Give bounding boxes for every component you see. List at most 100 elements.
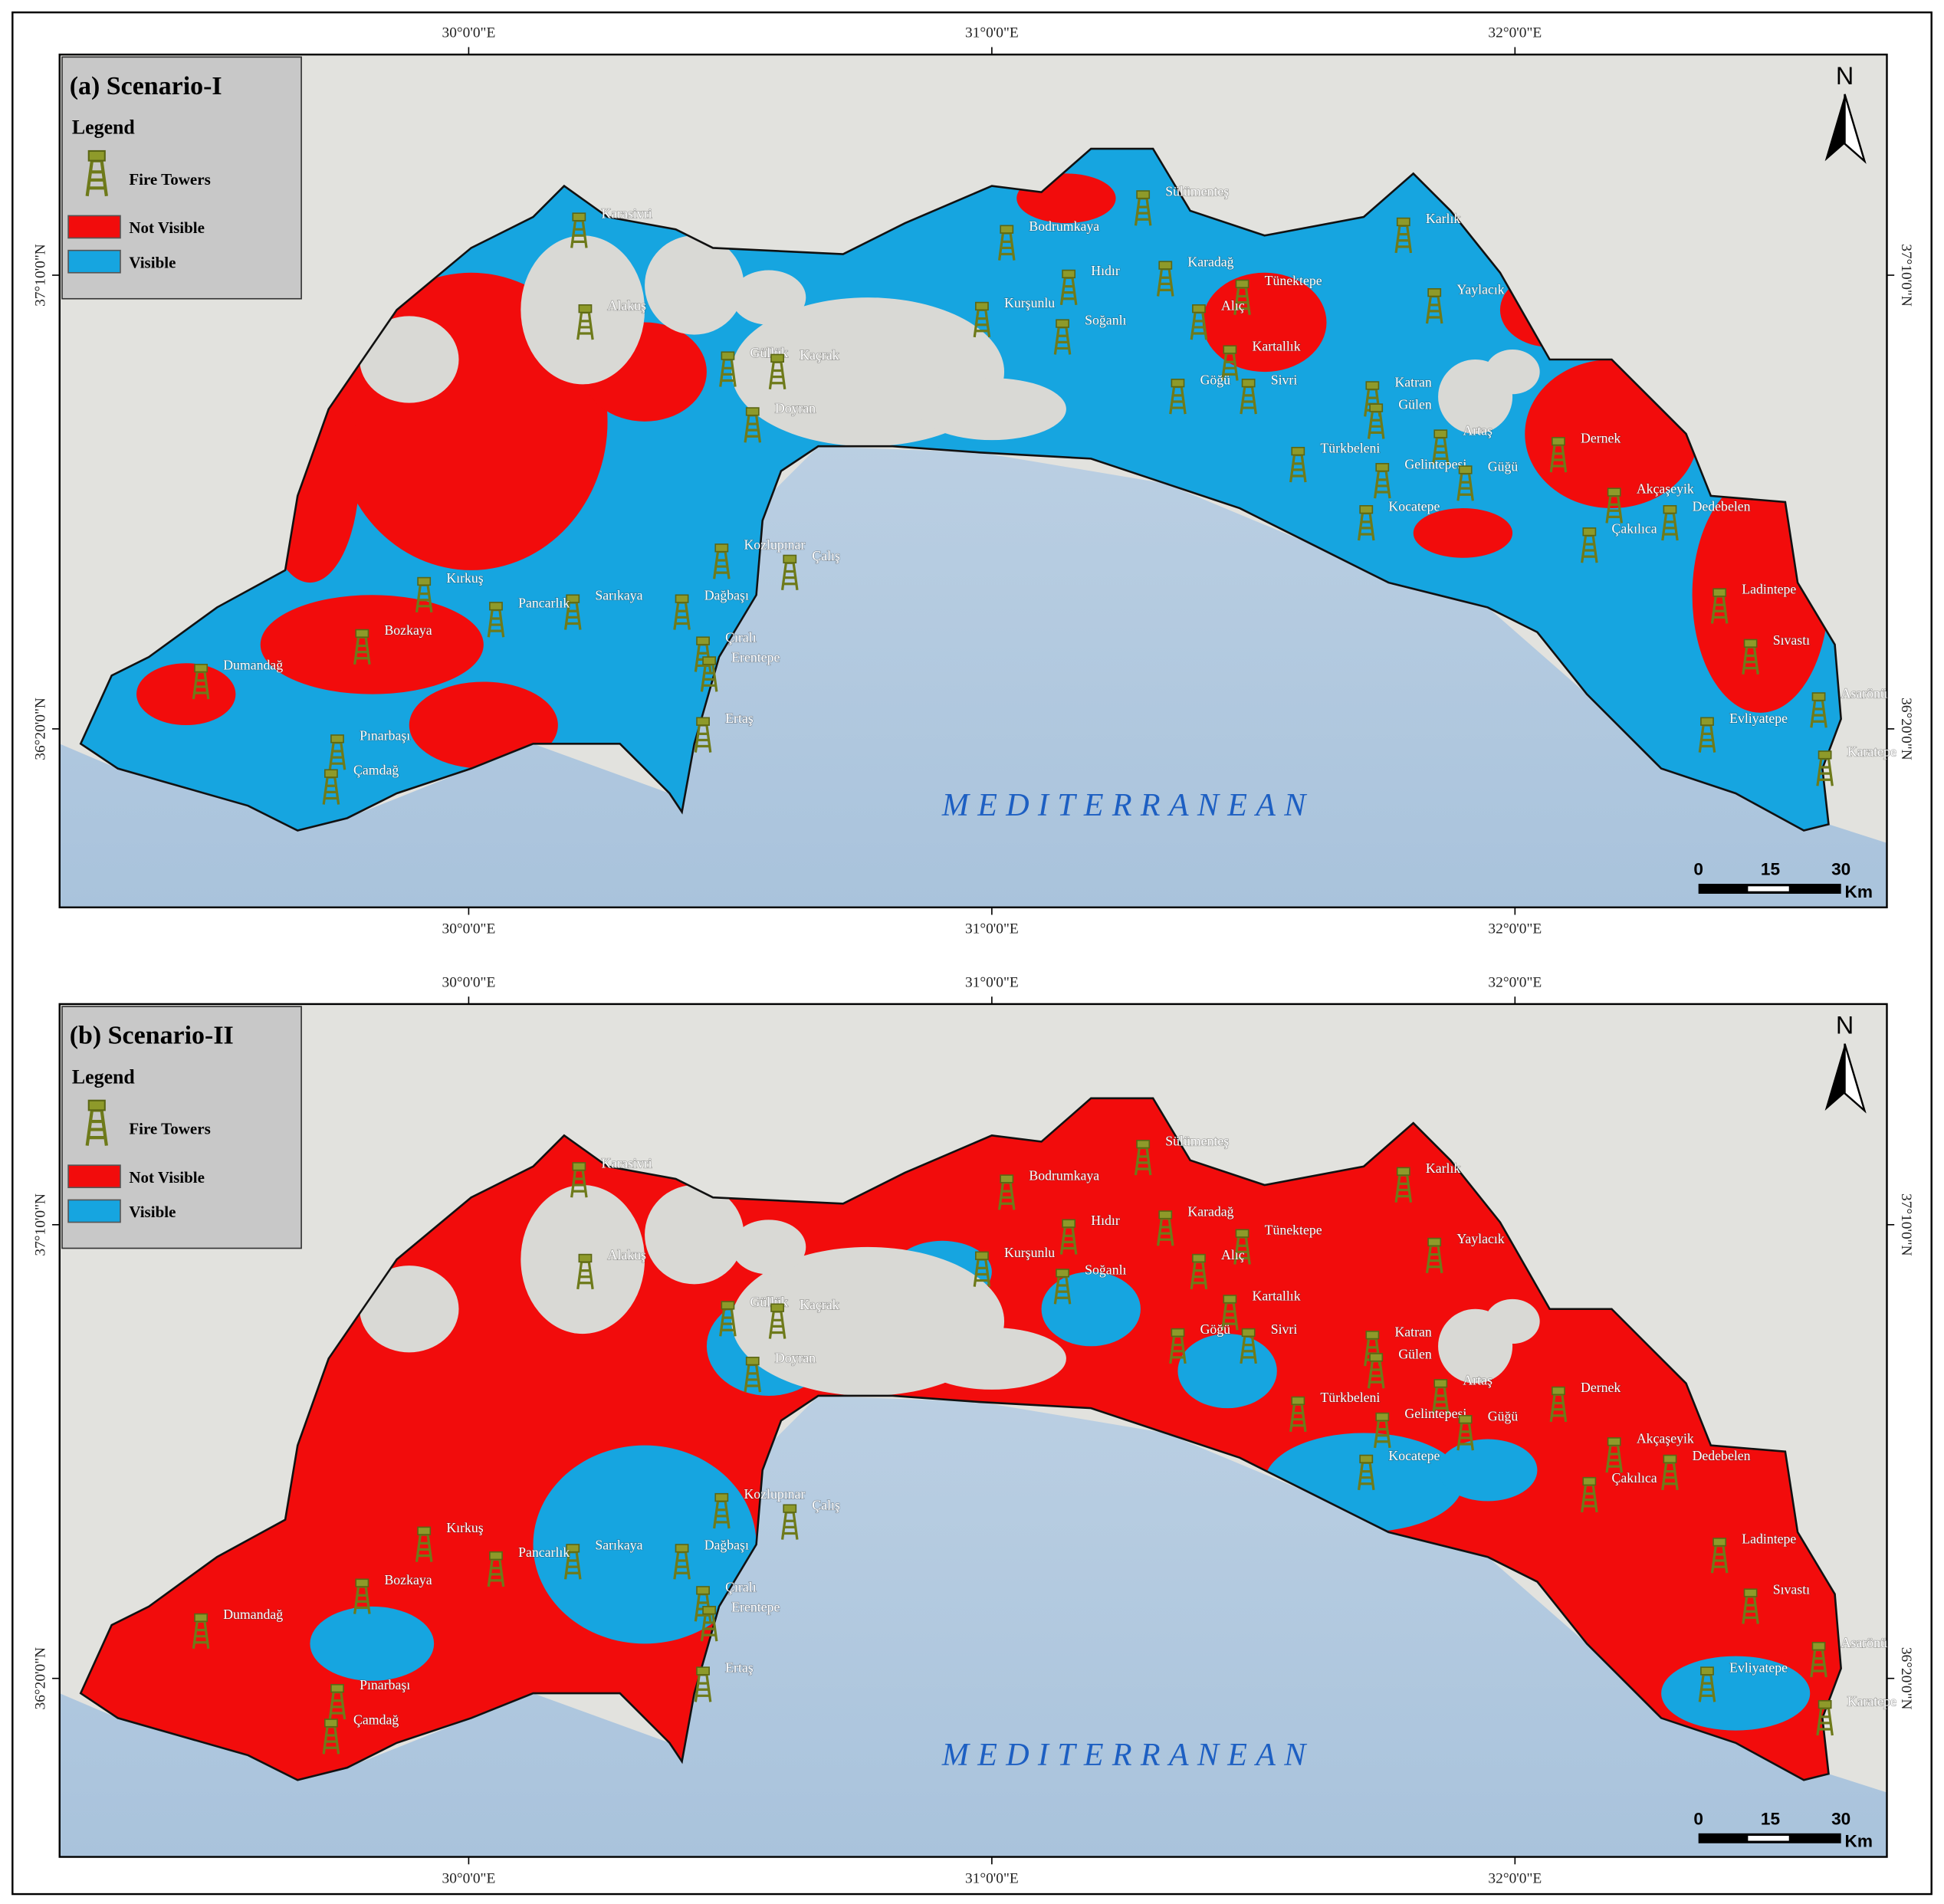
place-label: Güğü [1488,1408,1519,1423]
tower-cab [1369,1353,1384,1362]
fire-tower-icon [1357,1454,1375,1491]
scale-bar-segment [1748,1836,1789,1841]
fire-tower-icon [1742,1588,1759,1624]
visible-area [310,1606,435,1681]
tower-cab [721,1301,735,1310]
map-frame [58,1003,1888,1858]
tower-cab [1241,1328,1256,1338]
place-label: Alıç [1221,297,1245,313]
latitude-label: 36°20'0"N [32,1647,48,1710]
tower-cab [783,554,797,564]
tower-cab [1700,717,1714,726]
tower-cab [194,664,209,673]
tower-cab [87,1099,106,1111]
tower-cab [578,304,593,314]
fire-tower-icon [1816,750,1834,786]
visible-area [1177,1334,1277,1409]
fire-tower-icon [415,576,433,613]
fire-tower-icon [563,1544,582,1580]
place-label: Alıç [1221,1247,1245,1262]
fire-tower-icon [1053,1269,1072,1305]
scale-tick-label: 0 [1693,860,1703,879]
non-forest-area [1485,1298,1540,1344]
place-label: Soğanlı [1085,1262,1126,1277]
scale-tick-label: 15 [1761,860,1780,879]
fire-tower-icon [1816,1699,1834,1736]
fire-tower-icon [973,301,991,338]
tower-cab [1458,1415,1473,1424]
legend-swatch [67,1164,121,1189]
non-forest-area [917,1328,1066,1390]
latitude-label: 37°10'0"N [32,244,48,307]
fire-tower-icon [1710,1538,1729,1574]
place-label: Dernek [1581,430,1621,445]
longitude-label: 30°0'0"E [442,974,496,990]
fire-tower-icon [1698,1666,1716,1702]
fire-tower-icon [353,1578,371,1614]
north-label: N [1836,1012,1854,1039]
fire-tower-icon [1810,692,1827,728]
tower-cab [1235,1229,1249,1238]
non-forest-area [360,316,459,403]
place-label: Sarıkaya [595,588,642,603]
fire-tower-icon [744,1357,762,1393]
tower-cab [745,1357,760,1366]
tower-cab [696,636,710,645]
place-label: Çamdağ [353,1712,399,1728]
place-label: Kartallık [1252,339,1300,354]
north-arrow [1824,94,1845,162]
place-label: Çakılıca [1611,1470,1657,1485]
fire-tower-icon [780,554,799,590]
fire-tower-icon [328,734,346,770]
non-forest-area [645,235,744,335]
longitude-label: 31°0'0"E [965,974,1019,990]
fire-tower-icon [192,664,210,700]
legend-label: Fire Towers [129,1120,210,1138]
north-arrow [1824,1043,1845,1111]
fire-tower-icon [1156,1210,1174,1246]
tower-cab [1743,638,1758,648]
place-label: Alakuş [608,297,646,313]
fire-tower-icon [353,629,371,665]
fire-tower-icon [1425,1237,1443,1274]
legend-swatch [67,1199,121,1223]
place-label: Çamdağ [353,763,399,778]
place-label: Hıdır [1091,1213,1120,1228]
place-label: Karatepe [1847,1693,1896,1709]
tower-cab [1241,379,1256,388]
scale-bar-segment [1748,886,1789,891]
fire-tower-icon [570,212,588,248]
fire-tower-icon [700,1606,718,1642]
place-label: Sarıkaya [595,1537,642,1552]
fire-tower-icon [1240,379,1257,415]
latitude-label: 37°10'0"N [1898,244,1914,307]
fire-tower-icon [487,1551,505,1587]
fire-tower-icon [1425,287,1443,324]
place-label: Dumandağ [223,1607,283,1622]
non-forest-area [360,1266,459,1353]
non-forest-area [731,1220,806,1275]
place-label: Güğü [1488,459,1519,474]
fire-tower-icon [1605,1437,1624,1473]
tower-cab [572,1162,586,1171]
fire-tower-icon [1431,1379,1450,1415]
tower-cab [702,1606,717,1615]
place-label: Gelintepesi [1404,1406,1466,1421]
tower-cab [770,353,784,363]
longitude-label: 31°0'0"E [965,921,1019,937]
legend-heading: Legend [72,117,136,139]
fire-tower-icon [1190,1253,1208,1290]
longitude-label: 30°0'0"E [442,25,496,41]
place-label: Bozkaya [384,1572,432,1587]
fire-tower-icon [85,149,108,197]
place-label: Katran [1394,1324,1431,1339]
place-label: Tünektepe [1265,273,1322,288]
non-forest-area [731,270,806,325]
latitude-label: 37°10'0"N [32,1193,48,1256]
place-label: Artaş [1463,1372,1492,1387]
fire-tower-icon [997,1174,1016,1210]
fire-tower-icon [1156,261,1174,297]
fire-tower-icon [576,1253,594,1290]
